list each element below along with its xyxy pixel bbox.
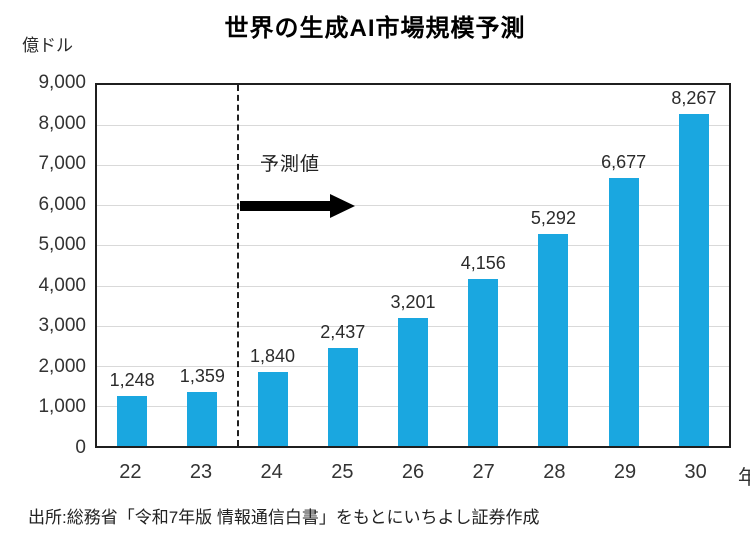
y-axis-tick-labels: 0 1,000 2,000 3,000 4,000 5,000 6,000 7,000 8,00… xyxy=(0,72,86,458)
y-axis-tick-label: 7,000 xyxy=(38,153,86,175)
bar-27 xyxy=(468,279,499,446)
bar-value-label: 6,677 xyxy=(601,152,647,173)
bar-28 xyxy=(538,233,569,446)
bar-value-label: 1,359 xyxy=(179,365,225,386)
y-axis-unit-label: 億ドル xyxy=(22,36,73,55)
gridline xyxy=(97,245,729,247)
y-axis-tick-label: 1,000 xyxy=(38,396,86,418)
bar-24 xyxy=(257,372,288,446)
x-axis-tick-label: 24 xyxy=(260,461,283,483)
y-axis-tick-label: 3,000 xyxy=(38,315,86,337)
x-axis-tick-label: 25 xyxy=(331,461,354,483)
forecast-annotation-label: 予測値 xyxy=(260,154,321,175)
bar-value-label: 1,248 xyxy=(109,369,155,390)
y-axis-tick-label: 6,000 xyxy=(38,193,86,215)
y-axis-tick-label: 8,000 xyxy=(38,112,86,134)
forecast-divider-line xyxy=(237,85,240,446)
forecast-arrow-icon xyxy=(240,194,355,218)
bar-value-label: 8,267 xyxy=(671,88,717,109)
bar-value-label: 4,156 xyxy=(460,253,506,274)
source-note: 出所:総務省「令和7年版 情報通信白書」をもとにいちよし証券作成 xyxy=(28,508,540,527)
x-axis-tick-label: 30 xyxy=(684,461,707,483)
y-axis-tick-label: 2,000 xyxy=(38,355,86,377)
bar-value-label: 2,437 xyxy=(320,322,366,343)
bar-25 xyxy=(327,348,358,446)
y-axis-tick-label: 9,000 xyxy=(38,72,86,93)
x-axis-tick-labels: 年 22 23 24 25 26 27 28 29 30 xyxy=(95,461,750,489)
y-axis-tick-label: 5,000 xyxy=(38,234,86,256)
bar-26 xyxy=(398,317,428,446)
plot-area: 予測値 1,248 1,359 1,840 2,437 3,201 4,156 5,292 6… xyxy=(95,83,731,448)
bar-value-label: 3,201 xyxy=(390,291,436,312)
x-axis-tick-label: 23 xyxy=(189,461,213,483)
y-axis-tick-label: 4,000 xyxy=(38,274,86,296)
bar-29 xyxy=(608,178,639,446)
x-axis-unit-label: 年 xyxy=(738,467,750,489)
bar-value-label: 5,292 xyxy=(530,207,576,228)
chart-title: 世界の生成AI市場規模予測 xyxy=(224,15,526,42)
gridline xyxy=(97,285,729,287)
bar-value-label: 1,840 xyxy=(250,346,296,367)
x-axis-tick-label: 27 xyxy=(472,461,495,483)
x-axis-tick-label: 22 xyxy=(119,461,142,483)
y-axis-tick-label: 0 xyxy=(75,437,86,458)
bar-23 xyxy=(187,391,218,446)
x-axis-tick-label: 29 xyxy=(613,461,637,483)
bar-30 xyxy=(678,114,709,446)
gridline xyxy=(97,125,729,127)
bar-22 xyxy=(117,395,148,446)
x-axis-tick-label: 28 xyxy=(543,461,566,483)
gridline xyxy=(97,165,729,167)
x-axis-tick-label: 26 xyxy=(401,461,425,483)
gridline xyxy=(97,205,729,207)
